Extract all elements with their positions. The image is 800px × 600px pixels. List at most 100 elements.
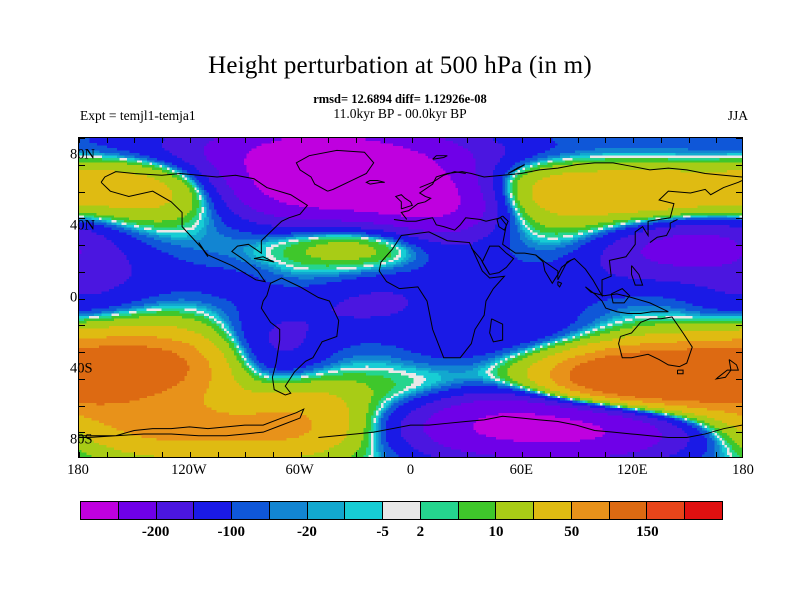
colorbar-segment-5 (269, 502, 308, 519)
x-tick (494, 138, 496, 143)
map-plot-area (78, 137, 743, 458)
page-title: Height perturbation at 500 hPa (in m) (208, 52, 592, 79)
x-tick (79, 452, 80, 457)
experiment-label: Expt = temjl1-temja1 (80, 108, 196, 123)
y-tick-label-2: 0 (70, 289, 78, 305)
coastline (631, 265, 644, 286)
y-tick (736, 138, 742, 139)
y-tick (79, 245, 85, 246)
colorbar-label-5: 10 (488, 524, 504, 540)
x-tick (660, 138, 662, 143)
y-tick-label-0: 80N (70, 146, 95, 163)
y-tick (79, 378, 85, 380)
x-tick (189, 138, 191, 143)
coastline (318, 415, 742, 439)
y-tick (736, 325, 742, 327)
x-tick (106, 452, 108, 457)
colorbar-segment-10 (458, 502, 497, 519)
x-tick (466, 452, 468, 457)
y-tick (736, 432, 742, 434)
contour-band-11 (79, 162, 742, 457)
y-tick (736, 218, 742, 220)
coastline (79, 408, 305, 439)
x-tick (577, 138, 579, 143)
colorbar-segment-2 (156, 502, 195, 519)
coastline (489, 318, 504, 343)
x-tick (79, 138, 80, 143)
coastline (378, 231, 506, 359)
colorbar-label-3: -5 (376, 524, 389, 540)
x-tick (577, 452, 579, 457)
x-tick-label-3: 0 (406, 462, 415, 478)
x-tick (716, 138, 718, 143)
coastline (260, 277, 340, 396)
y-tick (79, 405, 85, 407)
y-tick (736, 245, 742, 246)
y-tick (79, 432, 85, 434)
x-tick (245, 452, 247, 457)
colorbar-label-6: 50 (564, 524, 580, 540)
colorbar-segment-14 (609, 502, 648, 519)
coastline (419, 171, 466, 189)
colorbar-label-1: -100 (217, 524, 246, 540)
anomaly-field (79, 138, 742, 457)
y-tick (736, 352, 742, 353)
x-tick (217, 138, 219, 143)
x-tick-label-4: 60E (509, 462, 534, 478)
contour-band-3 (79, 138, 742, 457)
coastline (295, 149, 375, 192)
x-tick (716, 452, 718, 457)
x-tick (134, 452, 136, 457)
coastline (432, 155, 448, 160)
x-tick-label-6: 180 (732, 462, 754, 478)
contour-band-5 (79, 147, 742, 457)
x-tick (189, 452, 191, 457)
colorbar-segment-11 (496, 502, 535, 519)
contour-band-14 (79, 345, 742, 406)
x-tick (605, 452, 607, 457)
x-tick-label-0: 180 (67, 462, 89, 478)
coastline (394, 194, 414, 210)
x-tick (439, 138, 441, 143)
x-tick (605, 138, 607, 143)
contour-band-0 (243, 138, 606, 443)
colorbar-segment-16 (685, 502, 723, 519)
y-tick (79, 325, 85, 327)
x-tick (688, 138, 690, 143)
coastline (714, 359, 740, 380)
coastline (253, 256, 275, 263)
x-tick (106, 138, 108, 143)
y-tick (79, 138, 85, 139)
coastline (649, 219, 678, 243)
coastline (198, 242, 209, 258)
coastline (610, 288, 631, 304)
colorbar-segment-8 (383, 502, 421, 519)
y-tick (736, 191, 742, 193)
x-tick (245, 138, 247, 143)
x-tick (300, 138, 302, 143)
coastline (676, 369, 684, 375)
y-tick (79, 298, 85, 300)
contour-band-12 (79, 170, 742, 457)
y-tick (736, 298, 742, 300)
coastline (365, 180, 385, 185)
rmsd-annotation: rmsd= 12.6894 diff= 1.12926e-08 (313, 92, 487, 106)
colorbar-segment-9 (420, 502, 459, 519)
x-tick (550, 452, 552, 457)
x-tick (466, 138, 468, 143)
y-tick (79, 352, 85, 353)
y-tick (79, 218, 85, 220)
colorbar-segment-4 (232, 502, 270, 519)
x-tick (272, 452, 274, 457)
x-tick (494, 452, 496, 457)
contour-band-9 (79, 157, 742, 457)
x-tick-label-1: 120W (171, 462, 207, 478)
x-tick (633, 452, 635, 457)
x-tick (688, 452, 690, 457)
coastline (557, 281, 563, 288)
colorbar-segment-15 (647, 502, 686, 519)
y-tick-label-4: 80S (70, 431, 93, 448)
y-tick (79, 191, 85, 193)
x-tick (162, 452, 164, 457)
